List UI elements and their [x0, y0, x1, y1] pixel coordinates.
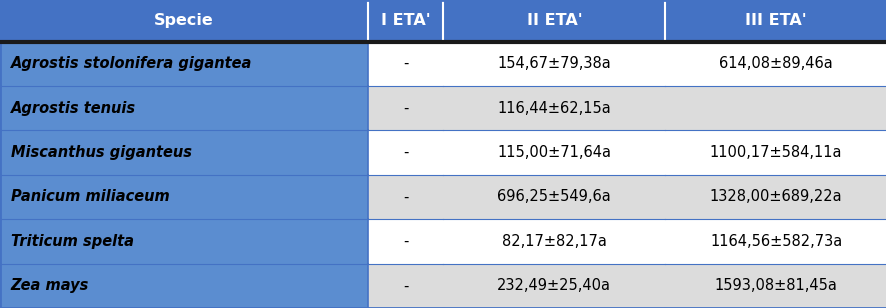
- Text: III ETA': III ETA': [744, 13, 806, 28]
- Text: -: -: [402, 101, 408, 116]
- Bar: [368, 42, 443, 86]
- Bar: [664, 219, 886, 264]
- Bar: [368, 86, 443, 130]
- Text: Agrostis stolonifera gigantea: Agrostis stolonifera gigantea: [11, 56, 252, 71]
- Text: -: -: [402, 278, 408, 293]
- Bar: [443, 130, 664, 175]
- Text: 614,08±89,46a: 614,08±89,46a: [719, 56, 832, 71]
- Bar: [0, 219, 368, 264]
- Text: 1328,00±689,22a: 1328,00±689,22a: [709, 189, 842, 205]
- Bar: [368, 0, 443, 42]
- Bar: [0, 0, 368, 42]
- Bar: [0, 130, 368, 175]
- Text: Agrostis tenuis: Agrostis tenuis: [11, 101, 136, 116]
- Text: II ETA': II ETA': [526, 13, 581, 28]
- Bar: [0, 86, 368, 130]
- Bar: [0, 42, 368, 86]
- Bar: [0, 175, 368, 219]
- Bar: [0, 264, 368, 308]
- Bar: [664, 264, 886, 308]
- Bar: [443, 264, 664, 308]
- Text: Panicum miliaceum: Panicum miliaceum: [11, 189, 169, 205]
- Bar: [443, 86, 664, 130]
- Bar: [664, 42, 886, 86]
- Text: 696,25±549,6a: 696,25±549,6a: [497, 189, 610, 205]
- Bar: [368, 175, 443, 219]
- Text: 232,49±25,40a: 232,49±25,40a: [497, 278, 610, 293]
- Bar: [368, 130, 443, 175]
- Text: 154,67±79,38a: 154,67±79,38a: [497, 56, 610, 71]
- Bar: [368, 264, 443, 308]
- Bar: [443, 219, 664, 264]
- Text: 1593,08±81,45a: 1593,08±81,45a: [714, 278, 836, 293]
- Text: Specie: Specie: [154, 13, 214, 28]
- Text: -: -: [402, 145, 408, 160]
- Text: 1100,17±584,11a: 1100,17±584,11a: [709, 145, 842, 160]
- Text: Triticum spelta: Triticum spelta: [11, 234, 134, 249]
- Bar: [443, 42, 664, 86]
- Text: -: -: [402, 189, 408, 205]
- Bar: [443, 175, 664, 219]
- Text: 115,00±71,64a: 115,00±71,64a: [497, 145, 610, 160]
- Text: I ETA': I ETA': [381, 13, 430, 28]
- Text: 116,44±62,15a: 116,44±62,15a: [497, 101, 610, 116]
- Text: 1164,56±582,73a: 1164,56±582,73a: [709, 234, 842, 249]
- Text: 82,17±82,17a: 82,17±82,17a: [501, 234, 606, 249]
- Text: -: -: [402, 234, 408, 249]
- Bar: [443, 0, 664, 42]
- Bar: [664, 0, 886, 42]
- Bar: [664, 130, 886, 175]
- Text: Zea mays: Zea mays: [11, 278, 89, 293]
- Bar: [664, 175, 886, 219]
- Text: -: -: [402, 56, 408, 71]
- Bar: [664, 86, 886, 130]
- Text: Miscanthus giganteus: Miscanthus giganteus: [11, 145, 191, 160]
- Bar: [368, 219, 443, 264]
